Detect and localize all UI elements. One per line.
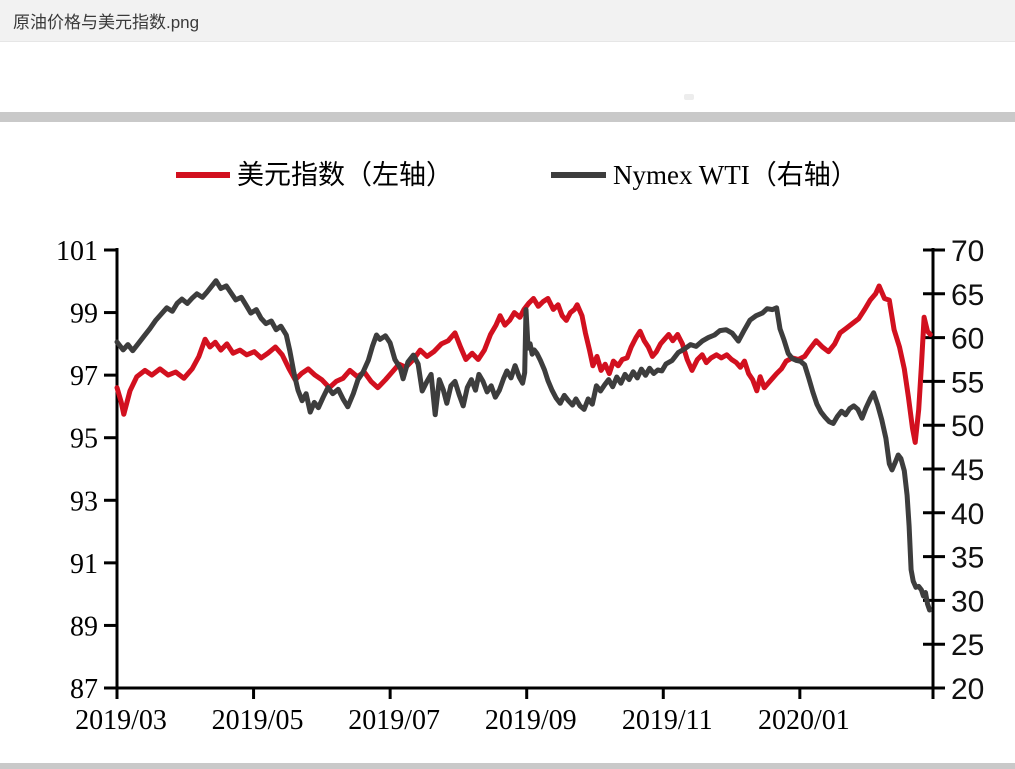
- right-axis-tick-label: 65: [951, 279, 984, 312]
- bottom-divider: [0, 763, 1015, 769]
- right-axis-tick-label: 35: [951, 542, 984, 575]
- legend-label-usd-index: 美元指数（左轴）: [237, 160, 453, 190]
- right-axis-tick-label: 45: [951, 454, 984, 487]
- series-layer: [114, 278, 933, 613]
- file-name-label: 原油价格与美元指数.png: [13, 13, 200, 32]
- left-axis-tick-label: 99: [70, 299, 98, 330]
- right-axis-tick-label: 40: [951, 498, 984, 531]
- smudge-artifact: [684, 94, 694, 100]
- x-axis-tick-label: 2019/03: [75, 705, 167, 736]
- x-axis-tick-label: 2019/11: [622, 705, 713, 736]
- right-axis-tick-label: 70: [951, 235, 984, 268]
- top-divider: [0, 112, 1015, 122]
- right-axis-tick-label: 60: [951, 323, 984, 356]
- x-axis-tick-label: 2020/01: [758, 705, 850, 736]
- x-axis-tick-label: 2019/07: [348, 705, 440, 736]
- axes-layer: 1019997959391898770656055504540353025202…: [56, 235, 984, 736]
- right-axis-tick-label: 20: [951, 673, 984, 706]
- right-axis-tick-label: 25: [951, 629, 984, 662]
- file-title-bar: 原油价格与美元指数.png: [0, 0, 1015, 42]
- legend: 美元指数（左轴） Nymex WTI（右轴）: [176, 160, 858, 190]
- x-axis-tick-label: 2019/09: [485, 705, 577, 736]
- x-axis-tick-label: 2019/05: [212, 705, 304, 736]
- left-axis-tick-label: 101: [56, 236, 98, 267]
- left-axis-tick-label: 95: [70, 424, 98, 455]
- left-axis-tick-label: 89: [70, 611, 98, 642]
- right-axis-tick-label: 30: [951, 585, 984, 618]
- left-axis-tick-label: 91: [70, 549, 98, 580]
- left-axis-tick-label: 87: [70, 674, 98, 705]
- series-line-1: [114, 278, 933, 613]
- right-axis-tick-label: 50: [951, 410, 984, 443]
- series-line-0: [114, 283, 933, 445]
- left-axis-tick-label: 93: [70, 486, 98, 517]
- left-axis-tick-label: 97: [70, 361, 98, 392]
- legend-label-nymex-wti: Nymex WTI（右轴）: [613, 160, 858, 190]
- right-axis-tick-label: 55: [951, 366, 984, 399]
